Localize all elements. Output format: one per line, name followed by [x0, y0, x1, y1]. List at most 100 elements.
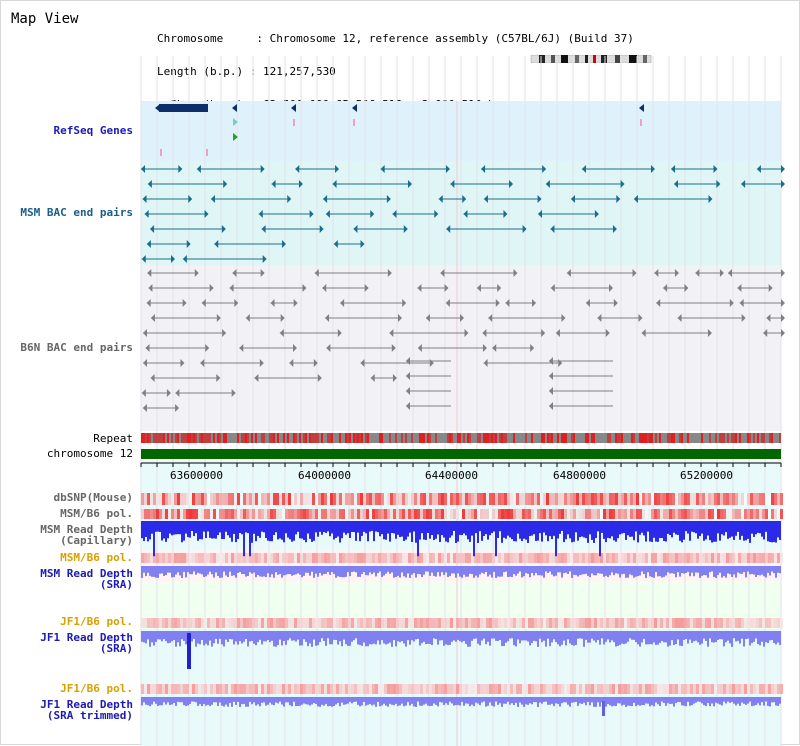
dbsnp-strip	[405, 493, 408, 505]
jf1-b6-pol-strip	[420, 618, 423, 628]
dbsnp-strip	[636, 493, 639, 505]
bac-end-marker	[483, 195, 488, 203]
msm-depth-capillary-bar	[715, 521, 717, 542]
track-label-b6n-bac[interactable]: B6N BAC end pairs	[20, 341, 133, 354]
jf1-b6-pol-strip	[354, 618, 357, 628]
jf1-b6-pol-strip-2	[183, 684, 186, 694]
dbsnp-strip	[654, 493, 657, 505]
msm-depth-capillary-bar	[635, 521, 637, 532]
repeat-segment	[753, 433, 755, 443]
dbsnp-strip	[465, 493, 468, 505]
repeat-segment	[193, 433, 195, 443]
repeat-segment	[283, 433, 285, 443]
jf1-depth-trimmed-bar	[325, 697, 327, 704]
msm-b6-pol-strip	[297, 509, 300, 519]
msm-b6-pol-strip-2	[762, 553, 765, 563]
jf1-depth-bar	[505, 631, 507, 643]
jf1-depth-bar	[447, 631, 449, 646]
msm-b6-pol-strip-2	[465, 553, 468, 563]
jf1-depth-bar	[367, 631, 369, 647]
msm-depth-sra-bar	[263, 566, 265, 577]
bac-end-marker	[425, 314, 430, 322]
chromosome-ideogram[interactable]	[529, 55, 653, 63]
msm-depth-capillary-bar	[151, 521, 153, 534]
msm-depth-capillary-bar	[167, 521, 169, 539]
msm-b6-pol-strip-2	[249, 553, 252, 563]
msm-depth-capillary-bar	[465, 521, 467, 536]
msm-depth-sra-bar	[405, 566, 407, 578]
msm-depth-sra-bar	[169, 566, 171, 573]
msm-depth-capillary-bar	[335, 521, 337, 538]
msm-b6-pol-strip-2	[651, 553, 654, 563]
jf1-depth-trimmed-bar	[641, 697, 643, 706]
jf1-depth-bar	[739, 631, 741, 644]
track-label-msm-depth-sra[interactable]: MSM Read Depth (SRA)	[40, 568, 133, 590]
msm-depth-capillary-bar	[257, 521, 259, 536]
msm-b6-pol-strip-2	[756, 553, 759, 563]
jf1-depth-trimmed-bar	[715, 697, 717, 703]
jf1-b6-pol-strip-2	[285, 684, 288, 694]
dbsnp-strip	[168, 493, 171, 505]
bac-end-marker	[605, 329, 610, 337]
msm-b6-pol-strip	[465, 509, 468, 519]
msm-depth-sra-bar	[299, 566, 301, 575]
jf1-depth-bar	[263, 631, 265, 642]
track-label-jf1-depth[interactable]: JF1 Read Depth (SRA)	[40, 632, 133, 654]
track-label-jf1-b6-pol-1[interactable]: JF1/B6 pol.	[60, 615, 133, 628]
msm-depth-sra-bar	[735, 566, 737, 578]
msm-b6-pol-strip	[765, 509, 768, 519]
msm-depth-sra-bar	[525, 566, 527, 573]
msm-b6-pol-strip-2	[738, 553, 741, 563]
track-label-msm-b6-pol-2[interactable]: MSM/B6 pol.	[60, 551, 133, 564]
jf1-depth-bar	[415, 631, 417, 640]
msm-depth-sra-bar	[243, 566, 245, 574]
repeat-segment	[645, 433, 647, 443]
dbsnp-strip	[180, 493, 183, 505]
jf1-b6-pol-strip	[156, 618, 159, 628]
jf1-depth-trimmed-bar	[689, 697, 691, 706]
jf1-b6-pol-strip-2	[657, 684, 660, 694]
msm-depth-capillary-bar	[709, 521, 711, 541]
bac-end-marker	[538, 210, 543, 218]
track-label-jf1-depth-trimmed[interactable]: JF1 Read Depth (SRA trimmed)	[40, 699, 133, 721]
jf1-b6-pol-strip-2	[291, 684, 294, 694]
msm-depth-capillary-bar	[743, 521, 745, 541]
msm-b6-pol-strip-2	[153, 553, 156, 563]
jf1-depth-bar	[501, 631, 503, 647]
dbsnp-strip	[354, 493, 357, 505]
msm-depth-capillary-bar	[723, 521, 725, 536]
msm-b6-pol-strip	[423, 509, 426, 519]
jf1-depth-trimmed-bar	[175, 697, 177, 706]
dbsnp-strip	[753, 493, 756, 505]
msm-depth-sra-bar	[367, 566, 369, 576]
dbsnp-strip	[690, 493, 693, 505]
dbsnp-strip	[579, 493, 582, 505]
msm-b6-pol-strip	[456, 509, 459, 519]
track-label-repeat[interactable]: Repeat	[93, 432, 133, 445]
jf1-depth-bar	[637, 631, 639, 645]
msm-b6-pol-strip	[369, 509, 372, 519]
jf1-b6-pol-strip-2	[564, 684, 567, 694]
jf1-b6-pol-strip-2	[687, 684, 690, 694]
msm-depth-capillary-bar	[387, 521, 389, 534]
jf1-b6-pol-strip-2	[390, 684, 393, 694]
msm-depth-sra-bar	[709, 566, 711, 573]
track-label-msm-bac[interactable]: MSM BAC end pairs	[20, 206, 133, 219]
msm-depth-sra-bar	[229, 566, 231, 572]
track-label-msm-b6-pol-1[interactable]: MSM/B6 pol.	[60, 507, 133, 520]
msm-depth-capillary-bar	[353, 521, 355, 533]
msm-depth-sra-bar	[603, 566, 605, 577]
msm-depth-sra-bar	[255, 566, 257, 578]
track-label-dbsnp[interactable]: dbSNP(Mouse)	[53, 491, 133, 504]
track-label-msm-depth-capillary[interactable]: MSM Read Depth (Capillary)	[40, 524, 133, 546]
track-label-jf1-b6-pol-2[interactable]: JF1/B6 pol.	[60, 682, 133, 695]
msm-b6-pol-strip	[399, 509, 402, 519]
msm-depth-capillary-bar	[619, 521, 621, 535]
dbsnp-strip	[624, 493, 627, 505]
msm-depth-capillary-bar	[535, 521, 537, 541]
msm-b6-pol-strip	[759, 509, 762, 519]
jf1-depth-trimmed-bar	[505, 697, 507, 704]
track-label-refseq[interactable]: RefSeq Genes	[53, 124, 133, 137]
msm-depth-capillary-bar	[545, 521, 547, 536]
